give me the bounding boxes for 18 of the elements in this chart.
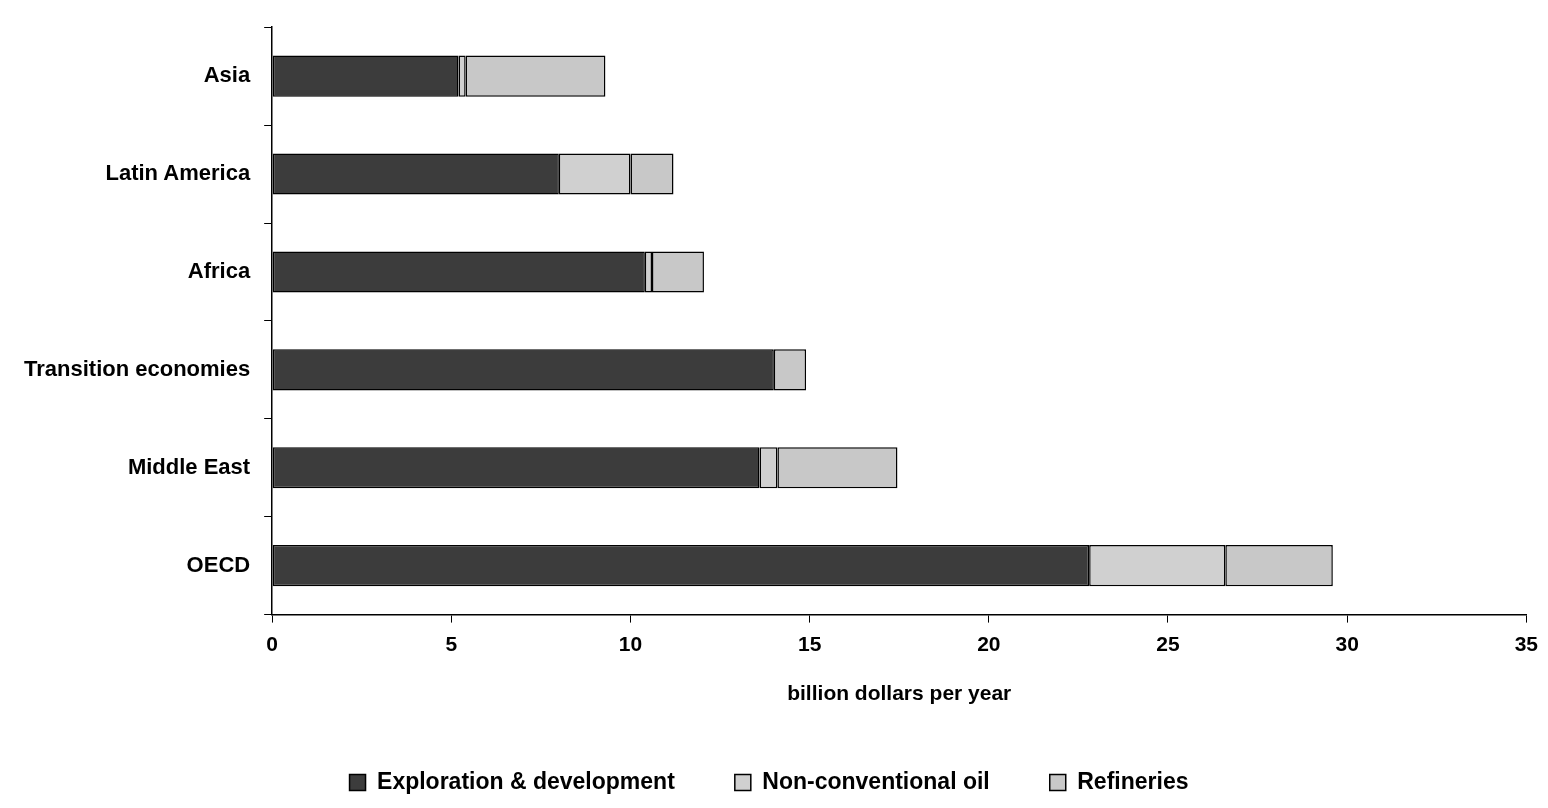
x-tick-label: 20 xyxy=(977,632,1001,655)
x-axis-title: billion dollars per year xyxy=(787,681,1012,705)
x-tick-label: 0 xyxy=(266,632,279,655)
x-tick-label: 30 xyxy=(1335,632,1359,655)
y-tick-label: OECD xyxy=(186,551,251,577)
x-tick-label: 10 xyxy=(618,632,643,655)
y-tick-label: Asia xyxy=(203,62,251,88)
y-tick-label: Transition economies xyxy=(23,355,251,381)
x-tick-label: 5 xyxy=(445,632,458,655)
x-tick-label: 35 xyxy=(1514,632,1539,655)
y-tick-label: Africa xyxy=(187,258,251,284)
y-tick-label: Latin America xyxy=(105,160,251,186)
y-tick-label: Middle East xyxy=(127,453,251,479)
legend-label: Refineries xyxy=(1077,767,1189,794)
legend-label: Exploration & development xyxy=(377,767,676,794)
x-tick-label: 25 xyxy=(1156,632,1180,655)
x-tick-label: 15 xyxy=(797,632,822,655)
legend-label: Non-conventional oil xyxy=(762,767,990,794)
